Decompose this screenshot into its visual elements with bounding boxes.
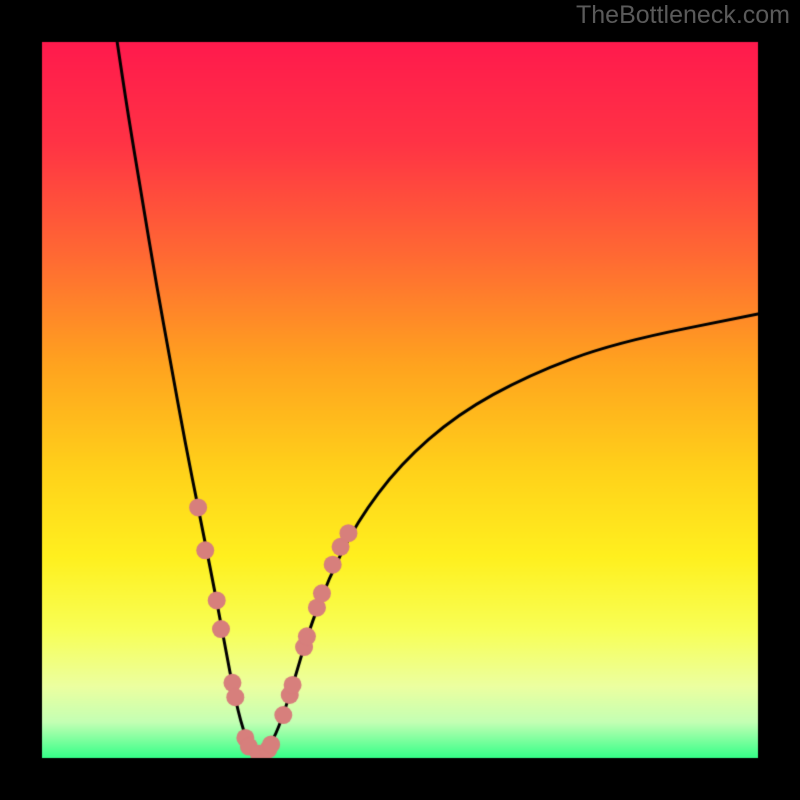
chart-stage: TheBottleneck.com <box>0 0 800 800</box>
watermark-text: TheBottleneck.com <box>576 1 790 30</box>
bottleneck-chart-canvas <box>0 0 800 800</box>
